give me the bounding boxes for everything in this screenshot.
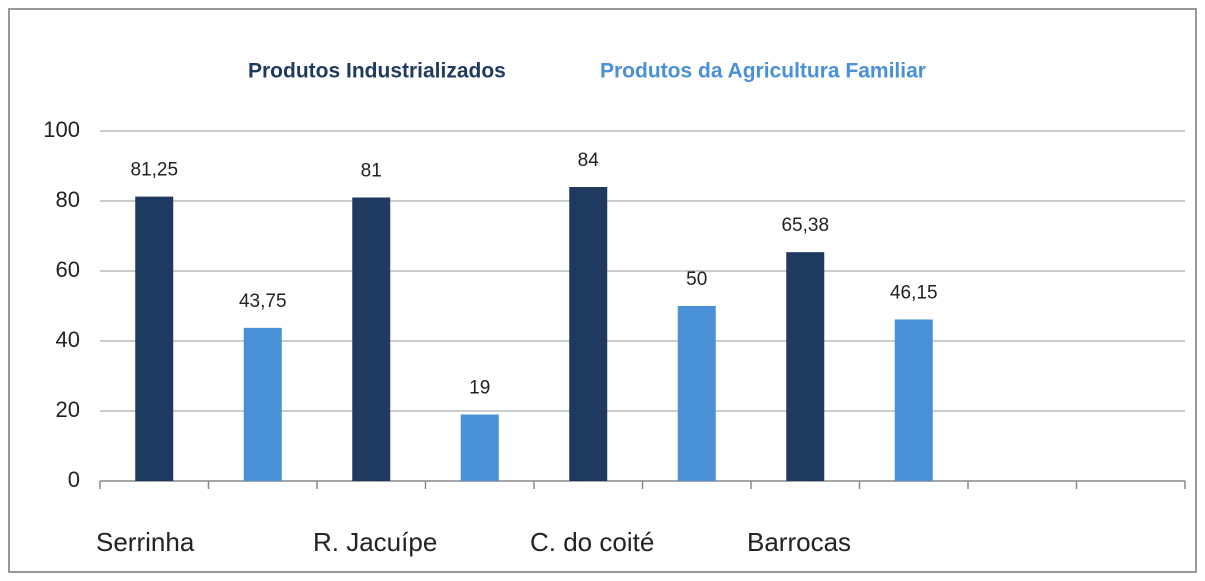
bar bbox=[243, 327, 282, 481]
bar bbox=[786, 252, 825, 481]
legend-entry: Produtos da Agricultura Familiar bbox=[600, 60, 926, 83]
x-tick-label: Barrocas bbox=[747, 527, 851, 557]
data-label: 81 bbox=[361, 161, 382, 182]
y-tick-label: 80 bbox=[56, 187, 80, 212]
y-tick-label: 100 bbox=[43, 117, 80, 142]
y-tick-label: 0 bbox=[68, 467, 80, 492]
bar bbox=[352, 197, 391, 481]
data-label: 65,38 bbox=[781, 215, 829, 236]
bar bbox=[569, 187, 608, 481]
y-tick-label: 20 bbox=[56, 397, 80, 422]
x-tick-label: Serrinha bbox=[96, 527, 195, 557]
data-label: 84 bbox=[578, 150, 600, 171]
x-tick-label: C. do coité bbox=[530, 527, 654, 557]
data-label: 19 bbox=[469, 378, 490, 399]
data-label: 50 bbox=[686, 269, 707, 290]
x-tick-label: R. Jacuípe bbox=[313, 527, 437, 557]
data-label: 81,25 bbox=[130, 160, 178, 181]
data-label: 43,75 bbox=[239, 291, 287, 312]
y-tick-label: 40 bbox=[56, 327, 80, 352]
legend-entry: Produtos Industrializados bbox=[248, 60, 506, 83]
data-label: 46,15 bbox=[890, 282, 938, 303]
bar bbox=[460, 414, 499, 481]
bar bbox=[677, 306, 716, 481]
bar bbox=[135, 196, 174, 481]
bar bbox=[894, 319, 933, 481]
y-tick-label: 60 bbox=[56, 257, 80, 282]
